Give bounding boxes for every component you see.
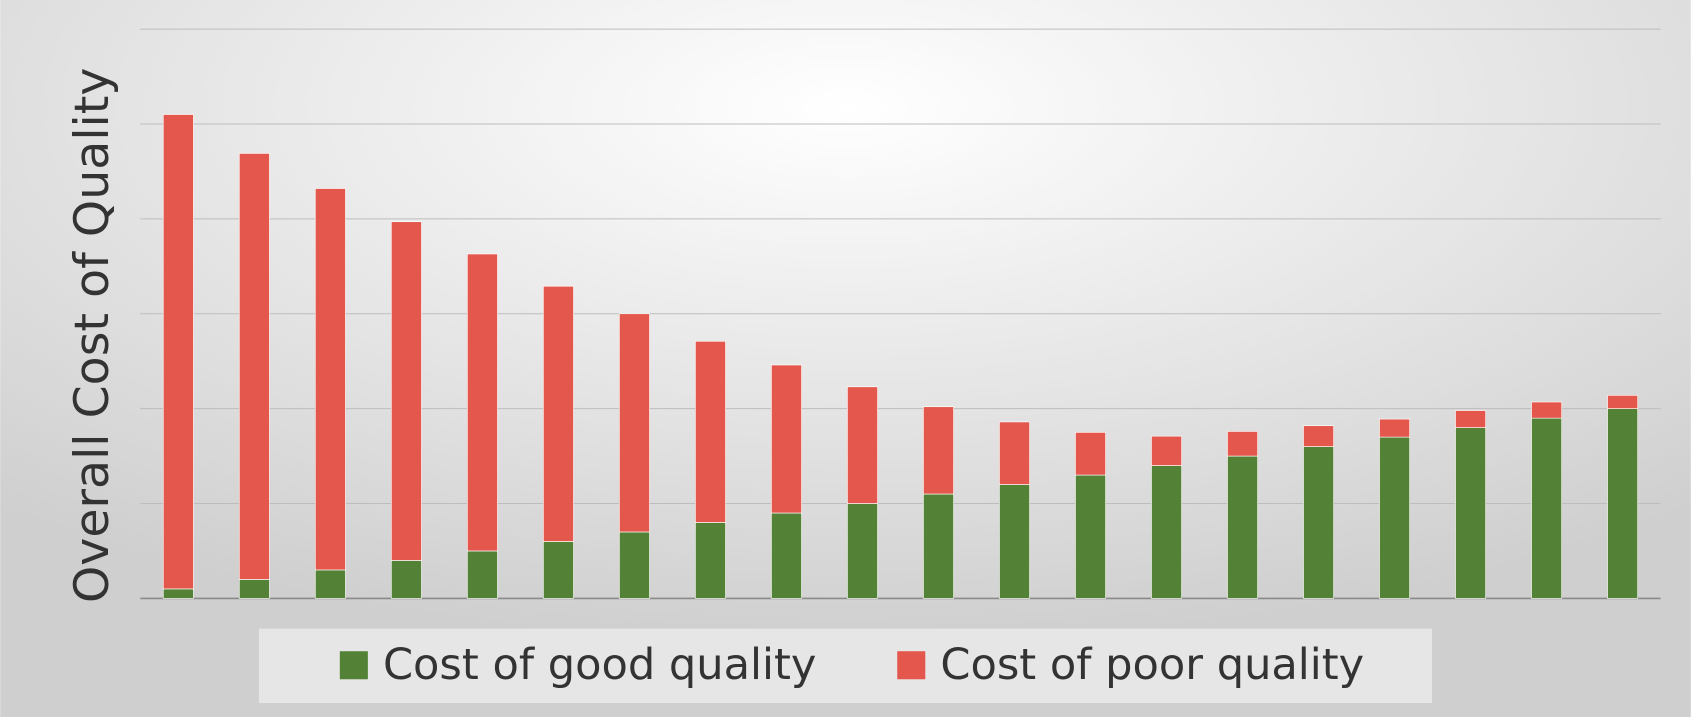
bar-segment [466, 550, 498, 599]
legend-swatch [339, 651, 368, 680]
bar-segment [1379, 418, 1410, 438]
bar-segment [1607, 408, 1639, 599]
bar-segment [923, 493, 954, 599]
bar-segment [771, 364, 802, 514]
y-axis-title: Overall Cost of Quality [65, 68, 120, 603]
bar-segment [238, 579, 270, 599]
legend-label: Cost of poor quality [940, 640, 1364, 690]
bar-segment [695, 340, 726, 523]
bar-segment [162, 114, 194, 590]
bar-segment [238, 153, 270, 580]
bar-segment [771, 512, 802, 599]
bar-segment [1227, 431, 1258, 457]
bar-segment [314, 188, 346, 571]
bar-segment [695, 522, 726, 599]
bar-segment [1151, 465, 1182, 599]
bar-segment [1531, 417, 1563, 599]
legend-label: Cost of good quality [383, 640, 816, 690]
bar-segment [999, 484, 1030, 599]
bar-segment [543, 541, 574, 599]
bar-segment [390, 221, 422, 561]
bar-segment [1455, 410, 1487, 428]
bar-segment [543, 285, 574, 542]
bar-segment [1531, 401, 1563, 419]
bar-segment [1607, 395, 1639, 409]
bar-segment [847, 503, 878, 599]
bar-segment [1303, 425, 1334, 447]
bar-segment [1303, 446, 1334, 599]
bar-segment [1455, 427, 1487, 599]
bar-segment [619, 531, 650, 599]
bar-segment [314, 569, 346, 599]
bar-segment [390, 560, 422, 599]
bar-segment [847, 386, 878, 504]
bar-segment [1075, 474, 1106, 599]
bar-segment [1379, 436, 1410, 599]
legend [258, 628, 1433, 703]
bar-segment [466, 253, 498, 552]
bar-segment [162, 588, 194, 599]
bar-segment [619, 313, 650, 533]
bar-segment [1227, 455, 1258, 599]
bar-segment [1151, 435, 1182, 466]
bar-segment [1075, 432, 1106, 476]
bar-segment [999, 421, 1030, 485]
bar-segment [923, 406, 954, 495]
legend-swatch [897, 651, 926, 680]
